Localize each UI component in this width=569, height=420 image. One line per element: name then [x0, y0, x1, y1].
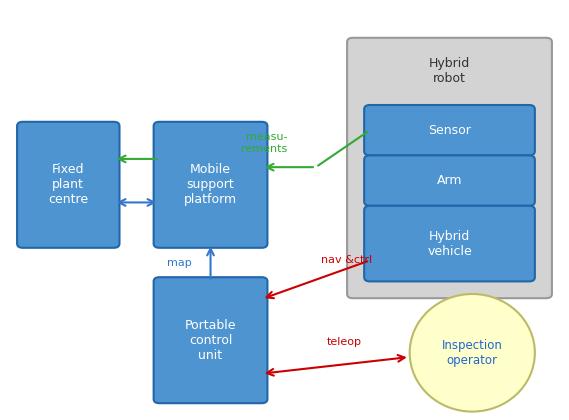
Text: Sensor: Sensor: [428, 124, 471, 136]
FancyBboxPatch shape: [364, 206, 535, 281]
FancyBboxPatch shape: [17, 122, 119, 248]
Text: Arm: Arm: [437, 174, 462, 187]
FancyBboxPatch shape: [154, 277, 267, 403]
Text: nav &ctrl: nav &ctrl: [321, 255, 373, 265]
FancyBboxPatch shape: [364, 155, 535, 206]
FancyBboxPatch shape: [364, 105, 535, 155]
Ellipse shape: [410, 294, 535, 412]
Text: Inspection
operator: Inspection operator: [442, 339, 502, 367]
FancyBboxPatch shape: [154, 122, 267, 248]
Text: Fixed
plant
centre: Fixed plant centre: [48, 163, 88, 206]
Text: map: map: [167, 257, 192, 268]
Text: Portable
control
unit: Portable control unit: [185, 319, 236, 362]
FancyBboxPatch shape: [347, 38, 552, 298]
Text: Hybrid
vehicle: Hybrid vehicle: [427, 230, 472, 257]
Text: teleop: teleop: [327, 337, 362, 347]
Text: Mobile
support
platform: Mobile support platform: [184, 163, 237, 206]
Text: Hybrid
robot: Hybrid robot: [429, 58, 470, 85]
Text: measu-
rements: measu- rements: [241, 132, 287, 154]
